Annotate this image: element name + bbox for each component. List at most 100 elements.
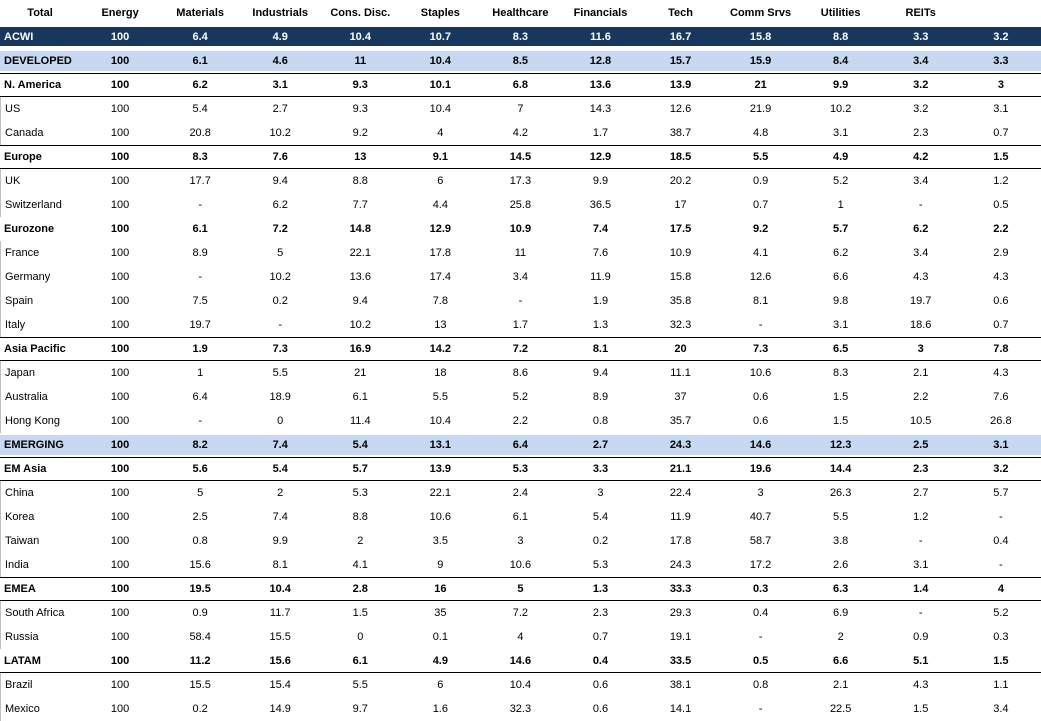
table-row-china: China 100 5 2 5.3 22.1 2.4 3 22.4 3 26.3 2.7 5.7 — [0, 481, 1041, 505]
value-cell: 9.2 — [352, 127, 368, 139]
value-cell: 8.9 — [592, 391, 609, 403]
value-cell: 4.6 — [240, 49, 321, 73]
value-cell: 11.9 — [670, 511, 691, 523]
value-cell: - — [518, 295, 523, 307]
table-row-mexico: Mexico 100 0.2 14.9 9.7 1.6 32.3 0.6 14.1 - 22.5 1.… — [0, 697, 1041, 721]
value-cell: 7.3 — [720, 337, 801, 361]
value-cell: - — [758, 631, 763, 643]
value-cell: 100 — [110, 535, 130, 547]
value-cell: 2.9 — [993, 247, 1009, 259]
row-label: US — [0, 97, 80, 121]
value-cell: 14.2 — [400, 337, 481, 361]
value-cell: 14.9 — [269, 703, 291, 715]
row-label: EMERGING — [0, 433, 81, 457]
value-cell: 14.3 — [589, 103, 612, 115]
row-label: Brazil — [0, 673, 80, 697]
value-cell: 1.5 — [833, 415, 849, 427]
table-row-korea: Korea 100 2.5 7.4 8.8 10.6 6.1 5.4 11.9 40.7 5.5 1.… — [0, 505, 1041, 529]
table-row-spain: Spain 100 7.5 0.2 9.4 7.8 - 1.9 35.8 8.1 9.8 19.7 0.… — [0, 289, 1041, 313]
value-cell: 1 — [837, 199, 844, 211]
value-cell: 5.7 — [833, 223, 849, 235]
value-cell: 3.3 — [560, 457, 641, 481]
value-cell: 6.6 — [833, 271, 849, 283]
value-cell: 13.9 — [640, 73, 721, 97]
value-cell: 10.4 — [429, 415, 452, 427]
value-cell: 8.1 — [560, 337, 641, 361]
table-row-russia: Russia 100 58.4 15.5 0 0.1 4 0.7 19.1 - 2 0.9 0.3 — [0, 625, 1041, 649]
value-cell: 14.4 — [800, 457, 881, 481]
row-label: Hong Kong — [0, 409, 80, 433]
value-cell: - — [999, 511, 1003, 523]
value-cell: 26.8 — [990, 415, 1012, 427]
table-row-australia: Australia 100 6.4 18.9 6.1 5.5 5.2 8.9 37 0.6 1.5 2… — [0, 385, 1041, 409]
value-cell: 2.3 — [880, 457, 961, 481]
value-cell: 5 — [277, 247, 284, 259]
value-cell: 20.2 — [669, 175, 692, 187]
value-cell: 14.6 — [480, 649, 561, 673]
value-cell: 0 — [277, 415, 284, 427]
value-cell: 22.1 — [429, 487, 452, 499]
value-cell: - — [918, 535, 923, 547]
value-cell: 100 — [80, 25, 161, 49]
value-cell: 10.5 — [910, 415, 932, 427]
value-cell: 0.6 — [752, 391, 769, 403]
value-cell: 3.2 — [960, 25, 1041, 49]
value-cell: 16.7 — [640, 25, 721, 49]
value-cell: 15.6 — [189, 559, 211, 571]
value-cell: 8.8 — [352, 511, 368, 523]
value-cell: 14.6 — [720, 433, 801, 457]
value-cell: 5.3 — [480, 457, 561, 481]
value-cell: 3.2 — [960, 457, 1041, 481]
value-cell: 0.8 — [752, 679, 769, 691]
value-cell: 13.6 — [560, 73, 641, 97]
value-cell: 100 — [80, 433, 161, 457]
value-cell: 1.5 — [960, 145, 1041, 169]
value-cell: 1.6 — [432, 703, 448, 715]
value-cell: 1.5 — [833, 391, 849, 403]
value-cell: 15.5 — [269, 631, 291, 643]
row-label: LATAM — [0, 649, 81, 673]
value-cell: 3.2 — [913, 103, 929, 115]
value-cell: 17.8 — [669, 535, 692, 547]
value-cell: 9.2 — [752, 223, 769, 235]
row-label: China — [0, 481, 80, 505]
row-label: EMEA — [0, 577, 81, 601]
value-cell: 9.4 — [592, 367, 609, 379]
value-cell: 0.5 — [720, 649, 801, 673]
value-cell: 8.8 — [352, 175, 368, 187]
value-cell: 0.9 — [913, 631, 929, 643]
value-cell: 10.2 — [829, 103, 852, 115]
value-cell: 0.3 — [993, 631, 1009, 643]
value-cell: 1.5 — [352, 607, 368, 619]
header-cell-materials: Materials — [160, 0, 241, 25]
value-cell: 19.7 — [910, 295, 932, 307]
value-cell: 4.4 — [432, 199, 448, 211]
table-row-hong-kong: Hong Kong 100 - 0 11.4 10.4 2.2 0.8 35.7 0.6 1.5 10… — [0, 409, 1041, 433]
value-cell: 0.6 — [752, 415, 769, 427]
value-cell: 10.4 — [240, 577, 321, 601]
value-cell: 5.2 — [993, 607, 1009, 619]
value-cell: 5.3 — [352, 487, 368, 499]
value-cell: 0.5 — [993, 199, 1009, 211]
table-row-europe: Europe 100 8.3 7.6 13 9.1 14.5 12.9 18.5 5.5 4.9 4.… — [0, 145, 1041, 169]
value-cell: 1.9 — [592, 295, 609, 307]
row-label: Russia — [0, 625, 80, 649]
value-cell: 6.2 — [833, 247, 849, 259]
value-cell: 5.2 — [512, 391, 529, 403]
value-cell: 1.4 — [880, 577, 961, 601]
value-cell: 2.5 — [880, 433, 961, 457]
value-cell: 10.2 — [269, 271, 291, 283]
value-cell: 8.3 — [833, 367, 849, 379]
value-cell: 6.9 — [833, 607, 849, 619]
value-cell: 17.5 — [669, 223, 692, 235]
row-label: DEVELOPED — [0, 49, 81, 73]
value-cell: 7.5 — [192, 295, 208, 307]
value-cell: 100 — [110, 487, 130, 499]
value-cell: 5.7 — [320, 457, 401, 481]
value-cell: 15.6 — [240, 649, 321, 673]
table-row-germany: Germany 100 - 10.2 13.6 17.4 3.4 11.9 15.8 12.6 6.… — [0, 265, 1041, 289]
value-cell: 19.5 — [160, 577, 241, 601]
value-cell: 16 — [400, 577, 481, 601]
value-cell: 18.9 — [269, 391, 291, 403]
value-cell: 9.9 — [272, 535, 288, 547]
